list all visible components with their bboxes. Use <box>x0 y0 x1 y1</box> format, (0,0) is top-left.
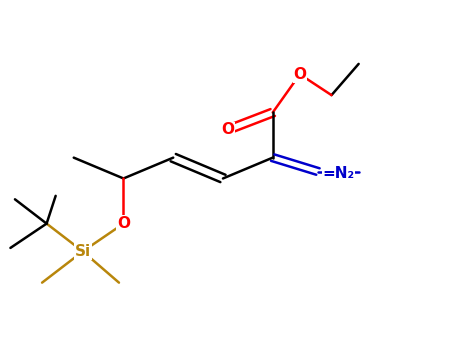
Text: O: O <box>117 216 130 231</box>
Text: Si: Si <box>75 244 91 259</box>
Text: O: O <box>293 67 306 82</box>
Text: =N₂: =N₂ <box>323 166 354 181</box>
Text: O: O <box>221 122 234 137</box>
